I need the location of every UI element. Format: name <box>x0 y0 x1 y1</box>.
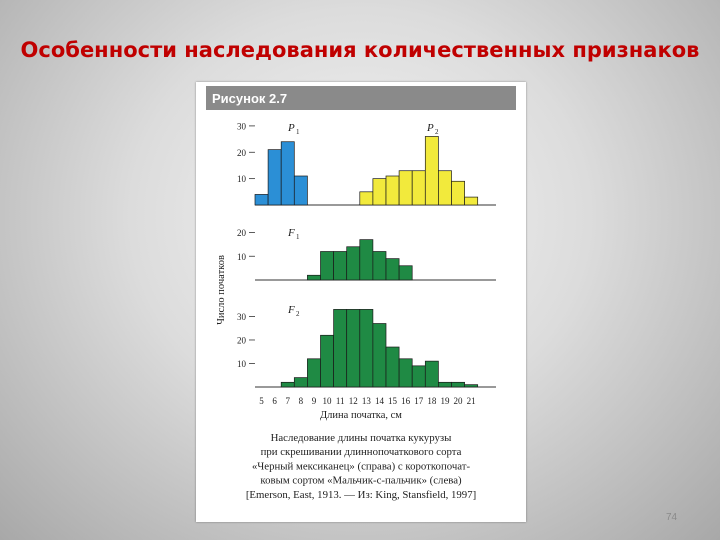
x-tick-label: 20 <box>454 396 464 406</box>
bar-f2 <box>385 346 400 388</box>
x-tick-label: 16 <box>401 396 411 406</box>
figure-background <box>196 82 526 522</box>
bar-p2 <box>385 175 400 206</box>
bar-f2 <box>424 360 439 388</box>
caption-line: при скрешивании длиннопочаткового сорта <box>261 446 462 458</box>
bar-f1 <box>346 246 361 281</box>
bar-p2 <box>438 170 452 206</box>
bar-p1 <box>254 194 269 206</box>
bar-p1 <box>267 149 282 206</box>
bar-f1 <box>372 251 387 281</box>
x-tick-label: 21 <box>467 396 476 406</box>
x-tick-label: 13 <box>362 396 372 406</box>
bar-p1 <box>293 175 308 206</box>
panel-label: P <box>287 122 295 134</box>
bar-p2 <box>451 180 465 206</box>
caption-line: «Черный мексиканец» (справа) с короткопо… <box>252 460 471 472</box>
figure-header-text: Рисунок 2.7 <box>212 91 287 106</box>
panel-f1: 20 10 F 1 <box>237 227 496 281</box>
bar-p2 <box>424 136 439 206</box>
panel-label: F <box>287 304 295 316</box>
bar-f2 <box>293 377 308 388</box>
bar-f2 <box>372 323 387 388</box>
panel-f2: 30 20 10 F 2 <box>237 304 496 388</box>
bar-f2 <box>438 381 452 388</box>
x-tick-label: 14 <box>375 396 385 406</box>
x-tick-label: 12 <box>349 396 358 406</box>
bar-f2 <box>280 381 295 388</box>
bar-f2 <box>346 309 361 388</box>
y-tick-label: 30 <box>237 312 247 322</box>
y-tick-label: 10 <box>237 252 247 262</box>
bar-f2 <box>398 358 413 388</box>
x-tick-label: 6 <box>272 396 277 406</box>
bar-f1 <box>359 239 374 281</box>
bar-p2 <box>398 170 413 206</box>
y-tick-label: 10 <box>237 359 247 369</box>
page-number: 74 <box>666 512 678 523</box>
bar-p2 <box>411 170 426 206</box>
bar-f2 <box>307 358 321 388</box>
panel-label-2-subscript: 2 <box>435 128 439 136</box>
panel-label-subscript: 2 <box>296 310 300 318</box>
bar-f1 <box>398 265 413 281</box>
figure-card: Рисунок 2.7 Число початков 30 20 10 P 1 P 2 20 1… <box>196 82 526 522</box>
panel-label: F <box>287 227 295 239</box>
bar-f2 <box>451 381 465 388</box>
x-axis-label: Длина початка, см <box>320 410 402 421</box>
caption-line: [Emerson, East, 1913. — Из: King, Stansf… <box>246 489 476 501</box>
bar-f1 <box>307 274 321 281</box>
x-tick-label: 17 <box>414 396 424 406</box>
caption-line: ковым сортом «Мальчик-с-пальчик» (слева) <box>260 475 462 487</box>
y-tick-label: 20 <box>237 228 247 238</box>
bar-f1 <box>320 251 334 281</box>
bar-p2 <box>464 196 479 206</box>
y-tick-label: 20 <box>237 148 247 158</box>
y-tick-label: 20 <box>237 335 247 345</box>
panel-label-subscript: 1 <box>296 128 300 136</box>
bar-f1 <box>385 258 400 281</box>
x-tick-label: 15 <box>388 396 398 406</box>
panel-label-subscript: 1 <box>296 233 300 241</box>
bar-f2 <box>320 334 334 388</box>
bar-f2 <box>333 309 348 388</box>
x-tick-label: 19 <box>440 396 450 406</box>
x-tick-label: 11 <box>336 396 345 406</box>
y-tick-label: 10 <box>237 174 247 184</box>
caption-line: Наследование длины початка кукурузы <box>271 432 452 444</box>
y-axis-label: Число початков <box>216 255 227 325</box>
bar-f2 <box>464 384 479 388</box>
bar-f1 <box>333 251 348 281</box>
bar-p1 <box>280 141 295 206</box>
bar-f2 <box>411 365 426 388</box>
x-tick-label: 10 <box>323 396 333 406</box>
y-tick-label: 30 <box>237 121 247 131</box>
bar-f2 <box>359 309 374 388</box>
x-tick-label: 5 <box>259 396 264 406</box>
x-tick-label: 7 <box>286 396 291 406</box>
x-tick-label: 9 <box>312 396 317 406</box>
x-tick-label: 18 <box>427 396 437 406</box>
x-tick-label: 8 <box>299 396 304 406</box>
slide-title: Особенности наследования количественных … <box>20 38 700 62</box>
panel-label-2: P <box>426 122 434 134</box>
bar-p2 <box>359 191 374 206</box>
figure-header-bar <box>206 86 516 110</box>
bar-p2 <box>372 178 387 206</box>
